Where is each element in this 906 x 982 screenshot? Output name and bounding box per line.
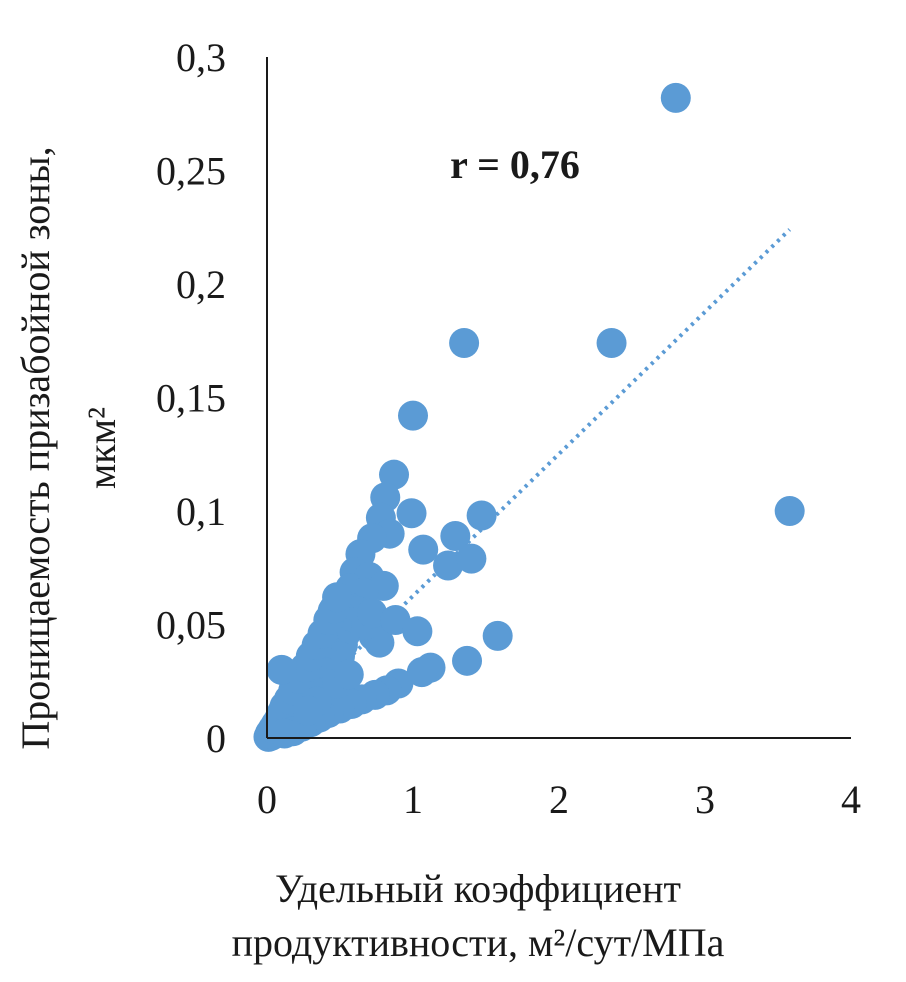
data-point bbox=[433, 550, 464, 581]
data-point bbox=[408, 534, 439, 565]
x-tick-label: 2 bbox=[549, 777, 569, 822]
y-tick-labels: 0 0,05 0,1 0,15 0,2 0,25 0,3 bbox=[156, 35, 226, 761]
data-point bbox=[482, 620, 513, 651]
data-point bbox=[357, 598, 388, 629]
y-tick-label: 0,05 bbox=[156, 603, 226, 648]
y-axis-title-line-1: Проницаемость призабойной зоны, bbox=[13, 146, 58, 749]
data-point bbox=[466, 500, 497, 531]
data-point bbox=[269, 718, 300, 749]
data-point bbox=[406, 657, 437, 688]
data-point bbox=[440, 520, 471, 551]
data-point bbox=[333, 659, 364, 690]
data-point bbox=[379, 459, 410, 490]
data-point bbox=[266, 654, 297, 685]
x-axis-title-line-2: продуктивности, м²/сут/МПа bbox=[232, 920, 725, 965]
x-tick-labels: 0 1 2 3 4 bbox=[257, 777, 861, 822]
data-point bbox=[292, 695, 323, 726]
data-point bbox=[402, 616, 433, 647]
y-tick-label: 0,3 bbox=[176, 35, 226, 80]
y-tick-label: 0,1 bbox=[176, 489, 226, 534]
data-point bbox=[396, 498, 427, 529]
x-tick-label: 0 bbox=[257, 777, 277, 822]
data-points bbox=[253, 82, 805, 752]
y-tick-label: 0,15 bbox=[156, 376, 226, 421]
data-point bbox=[456, 543, 487, 574]
data-point bbox=[596, 328, 627, 359]
x-tick-label: 3 bbox=[695, 777, 715, 822]
y-tick-label: 0,25 bbox=[156, 149, 226, 194]
y-tick-label: 0,2 bbox=[176, 262, 226, 307]
x-axis-title-line-1: Удельный коэффициент bbox=[275, 866, 681, 911]
data-point bbox=[774, 496, 805, 526]
data-point bbox=[322, 582, 353, 613]
data-point bbox=[398, 400, 428, 431]
correlation-annotation: r = 0,76 bbox=[450, 142, 580, 187]
y-axis-title-line-2: мкм² bbox=[79, 407, 124, 489]
y-tick-label: 0 bbox=[206, 716, 226, 761]
x-tick-label: 4 bbox=[841, 777, 861, 822]
x-tick-label: 1 bbox=[403, 777, 423, 822]
data-point bbox=[660, 82, 691, 113]
data-point bbox=[449, 328, 480, 359]
data-point bbox=[452, 645, 483, 676]
